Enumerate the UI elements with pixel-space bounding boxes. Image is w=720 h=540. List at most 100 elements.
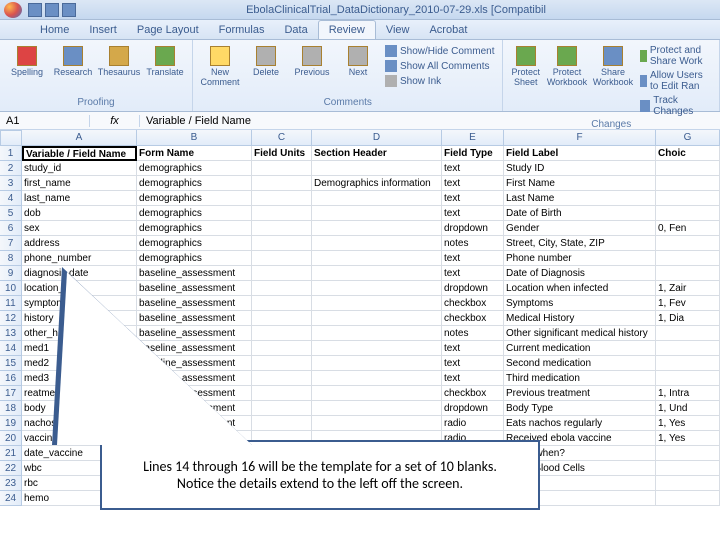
tab-data[interactable]: Data xyxy=(274,21,317,39)
cell[interactable] xyxy=(252,266,312,281)
cell[interactable] xyxy=(312,206,442,221)
cell[interactable] xyxy=(312,401,442,416)
cell[interactable] xyxy=(656,266,720,281)
row-header[interactable]: 22 xyxy=(0,461,22,476)
row-header[interactable]: 21 xyxy=(0,446,22,461)
row-header[interactable]: 20 xyxy=(0,431,22,446)
cell[interactable] xyxy=(656,191,720,206)
cell[interactable] xyxy=(252,371,312,386)
cell[interactable]: first_name xyxy=(22,176,137,191)
row-header[interactable]: 9 xyxy=(0,266,22,281)
row-header[interactable]: 18 xyxy=(0,401,22,416)
cell[interactable]: 1, Zair xyxy=(656,281,720,296)
cell[interactable] xyxy=(252,386,312,401)
row-header[interactable]: 8 xyxy=(0,251,22,266)
share-workbook-button[interactable]: Share Workbook xyxy=(592,44,634,90)
cell[interactable]: text xyxy=(442,266,504,281)
cell[interactable]: Symptoms xyxy=(504,296,656,311)
cell[interactable]: text xyxy=(442,206,504,221)
cell[interactable]: Medical History xyxy=(504,311,656,326)
tab-insert[interactable]: Insert xyxy=(79,21,127,39)
row-header[interactable]: 17 xyxy=(0,386,22,401)
tab-home[interactable]: Home xyxy=(30,21,79,39)
cell[interactable] xyxy=(312,416,442,431)
header-cell[interactable]: Form Name xyxy=(137,146,252,161)
spelling-button[interactable]: Spelling xyxy=(6,44,48,80)
cell[interactable] xyxy=(656,341,720,356)
cell[interactable] xyxy=(252,251,312,266)
cell[interactable] xyxy=(312,161,442,176)
cell[interactable]: dropdown xyxy=(442,281,504,296)
cell[interactable] xyxy=(252,401,312,416)
tab-view[interactable]: View xyxy=(376,21,420,39)
row-header[interactable]: 16 xyxy=(0,371,22,386)
cell[interactable] xyxy=(252,311,312,326)
cell[interactable]: phone_number xyxy=(22,251,137,266)
cell[interactable]: Body Type xyxy=(504,401,656,416)
delete-comment-button[interactable]: Delete xyxy=(245,44,287,80)
translate-button[interactable]: Translate xyxy=(144,44,186,80)
cell[interactable]: text xyxy=(442,356,504,371)
cell[interactable] xyxy=(656,491,720,506)
row-header[interactable]: 2 xyxy=(0,161,22,176)
cell[interactable] xyxy=(312,371,442,386)
cell[interactable] xyxy=(312,296,442,311)
cell[interactable] xyxy=(312,236,442,251)
cell[interactable]: 1, Yes xyxy=(656,416,720,431)
cell[interactable] xyxy=(312,386,442,401)
cell[interactable] xyxy=(656,206,720,221)
cell[interactable]: 0, Fen xyxy=(656,221,720,236)
cell[interactable]: checkbox xyxy=(442,296,504,311)
cell[interactable]: 1, Yes xyxy=(656,431,720,446)
fx-icon[interactable]: fx xyxy=(110,115,119,127)
cell[interactable]: sex xyxy=(22,221,137,236)
cell[interactable] xyxy=(312,221,442,236)
allow-users-button[interactable]: Allow Users to Edit Ran xyxy=(638,69,713,93)
protect-workbook-button[interactable]: Protect Workbook xyxy=(546,44,588,90)
cell[interactable]: checkbox xyxy=(442,386,504,401)
cell[interactable] xyxy=(252,221,312,236)
cell[interactable]: Other significant medical history xyxy=(504,326,656,341)
cell[interactable] xyxy=(252,236,312,251)
cell[interactable]: Last Name xyxy=(504,191,656,206)
cell[interactable]: text xyxy=(442,161,504,176)
column-header[interactable]: G xyxy=(656,130,720,146)
header-cell[interactable]: Section Header xyxy=(312,146,442,161)
cell[interactable]: Gender xyxy=(504,221,656,236)
new-comment-button[interactable]: New Comment xyxy=(199,44,241,90)
cell[interactable]: Street, City, State, ZIP xyxy=(504,236,656,251)
cell[interactable]: 1, Dia xyxy=(656,311,720,326)
cell[interactable]: Current medication xyxy=(504,341,656,356)
cell[interactable] xyxy=(252,281,312,296)
cell[interactable] xyxy=(656,236,720,251)
cell[interactable] xyxy=(252,416,312,431)
cell[interactable] xyxy=(656,326,720,341)
show-ink-button[interactable]: Show Ink xyxy=(383,74,496,88)
cell[interactable] xyxy=(312,281,442,296)
cell[interactable]: demographics xyxy=(137,251,252,266)
column-header[interactable]: A xyxy=(22,130,137,146)
cell[interactable]: demographics xyxy=(137,236,252,251)
next-comment-button[interactable]: Next xyxy=(337,44,379,80)
row-header[interactable]: 11 xyxy=(0,296,22,311)
cell[interactable]: notes xyxy=(442,326,504,341)
cell[interactable]: address xyxy=(22,236,137,251)
cell[interactable] xyxy=(252,296,312,311)
row-header[interactable]: 1 xyxy=(0,146,22,161)
row-header[interactable]: 7 xyxy=(0,236,22,251)
cell[interactable]: 1, Intra xyxy=(656,386,720,401)
cell[interactable]: dropdown xyxy=(442,221,504,236)
cell[interactable]: checkbox xyxy=(442,311,504,326)
previous-comment-button[interactable]: Previous xyxy=(291,44,333,80)
cell[interactable]: Third medication xyxy=(504,371,656,386)
row-header[interactable]: 4 xyxy=(0,191,22,206)
cell[interactable]: Study ID xyxy=(504,161,656,176)
cell[interactable] xyxy=(656,161,720,176)
cell[interactable]: study_id xyxy=(22,161,137,176)
cell[interactable] xyxy=(252,161,312,176)
row-header[interactable]: 3 xyxy=(0,176,22,191)
column-header[interactable]: C xyxy=(252,130,312,146)
cell[interactable] xyxy=(312,311,442,326)
cell[interactable] xyxy=(656,356,720,371)
undo-icon[interactable] xyxy=(45,3,59,17)
